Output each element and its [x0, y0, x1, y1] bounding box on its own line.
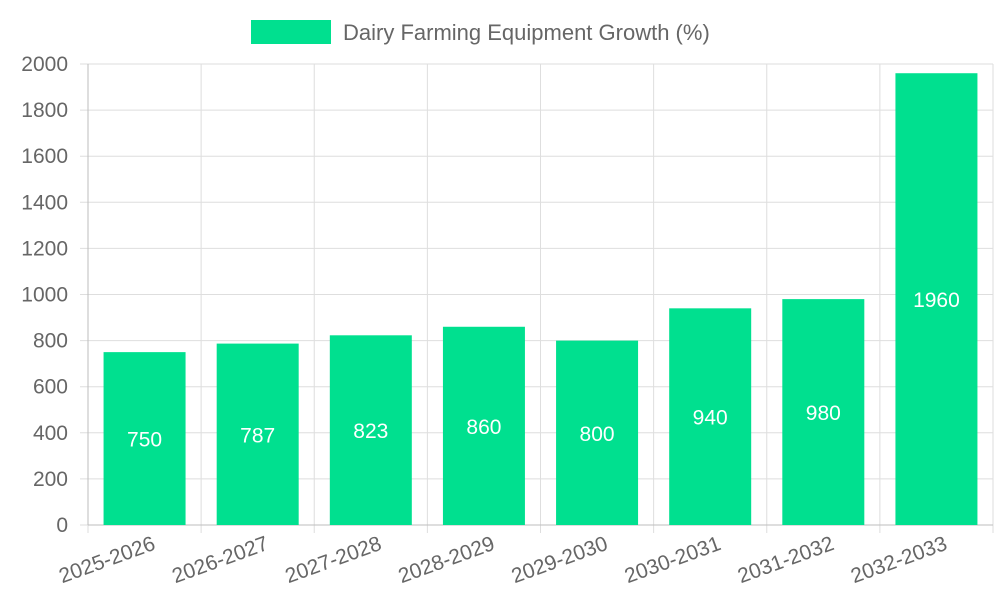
y-tick-label: 200	[33, 468, 68, 491]
x-tick-label-2032-2033: 2032-2033	[848, 532, 950, 588]
y-tick-label: 2000	[21, 53, 68, 76]
x-tick-label-2025-2026: 2025-2026	[56, 532, 158, 588]
bar-2025-2026[interactable]	[103, 352, 186, 525]
x-axis-ticks: 2025-2026 2026-2027 2027-2028 2028-2029 2029…	[56, 532, 950, 588]
bars	[103, 73, 978, 525]
legend-swatch	[251, 20, 331, 44]
data-label-2030-2031: 940	[693, 407, 728, 430]
data-label-2025-2026: 750	[127, 429, 162, 452]
bar-2029-2030[interactable]	[556, 340, 639, 525]
data-label-2027-2028: 823	[353, 420, 388, 443]
y-tick-label: 1400	[21, 191, 68, 214]
y-tick-label: 1800	[21, 99, 68, 122]
y-tick-label: 1200	[21, 237, 68, 260]
bar-2032-2033[interactable]	[895, 73, 978, 525]
legend-label: Dairy Farming Equipment Growth (%)	[343, 20, 710, 45]
y-tick-label: 400	[33, 422, 68, 445]
data-label-2026-2027: 787	[240, 424, 275, 447]
data-labels: 750 787 823 860 800 940 980 1960	[127, 289, 960, 451]
y-tick-label: 600	[33, 376, 68, 399]
x-tick-label-2026-2027: 2026-2027	[169, 532, 271, 588]
x-tick-label-2029-2030: 2029-2030	[509, 532, 611, 588]
y-axis-ticks: 0 200 400 600 800 1000 1200 1400 1600 1800 2000	[21, 53, 68, 537]
bar-2028-2029[interactable]	[442, 326, 525, 525]
x-tick-label-2027-2028: 2027-2028	[282, 532, 384, 588]
bar-2031-2032[interactable]	[782, 299, 865, 525]
y-tick-label: 1600	[21, 145, 68, 168]
y-tick-label: 1000	[21, 284, 68, 307]
data-label-2029-2030: 800	[580, 423, 615, 446]
y-tick-label: 800	[33, 330, 68, 353]
y-tick-label: 0	[56, 514, 68, 537]
data-label-2028-2029: 860	[466, 416, 501, 439]
data-label-2031-2032: 980	[806, 402, 841, 425]
bar-2030-2031[interactable]	[669, 308, 752, 525]
data-label-2032-2033: 1960	[913, 289, 960, 312]
bar-2027-2028[interactable]	[329, 335, 412, 525]
x-tick-label-2031-2032: 2031-2032	[735, 532, 837, 588]
bar-2026-2027[interactable]	[216, 343, 299, 525]
x-tick-label-2030-2031: 2030-2031	[622, 532, 724, 588]
legend[interactable]: Dairy Farming Equipment Growth (%)	[251, 20, 710, 45]
x-tick-label-2028-2029: 2028-2029	[395, 532, 497, 588]
